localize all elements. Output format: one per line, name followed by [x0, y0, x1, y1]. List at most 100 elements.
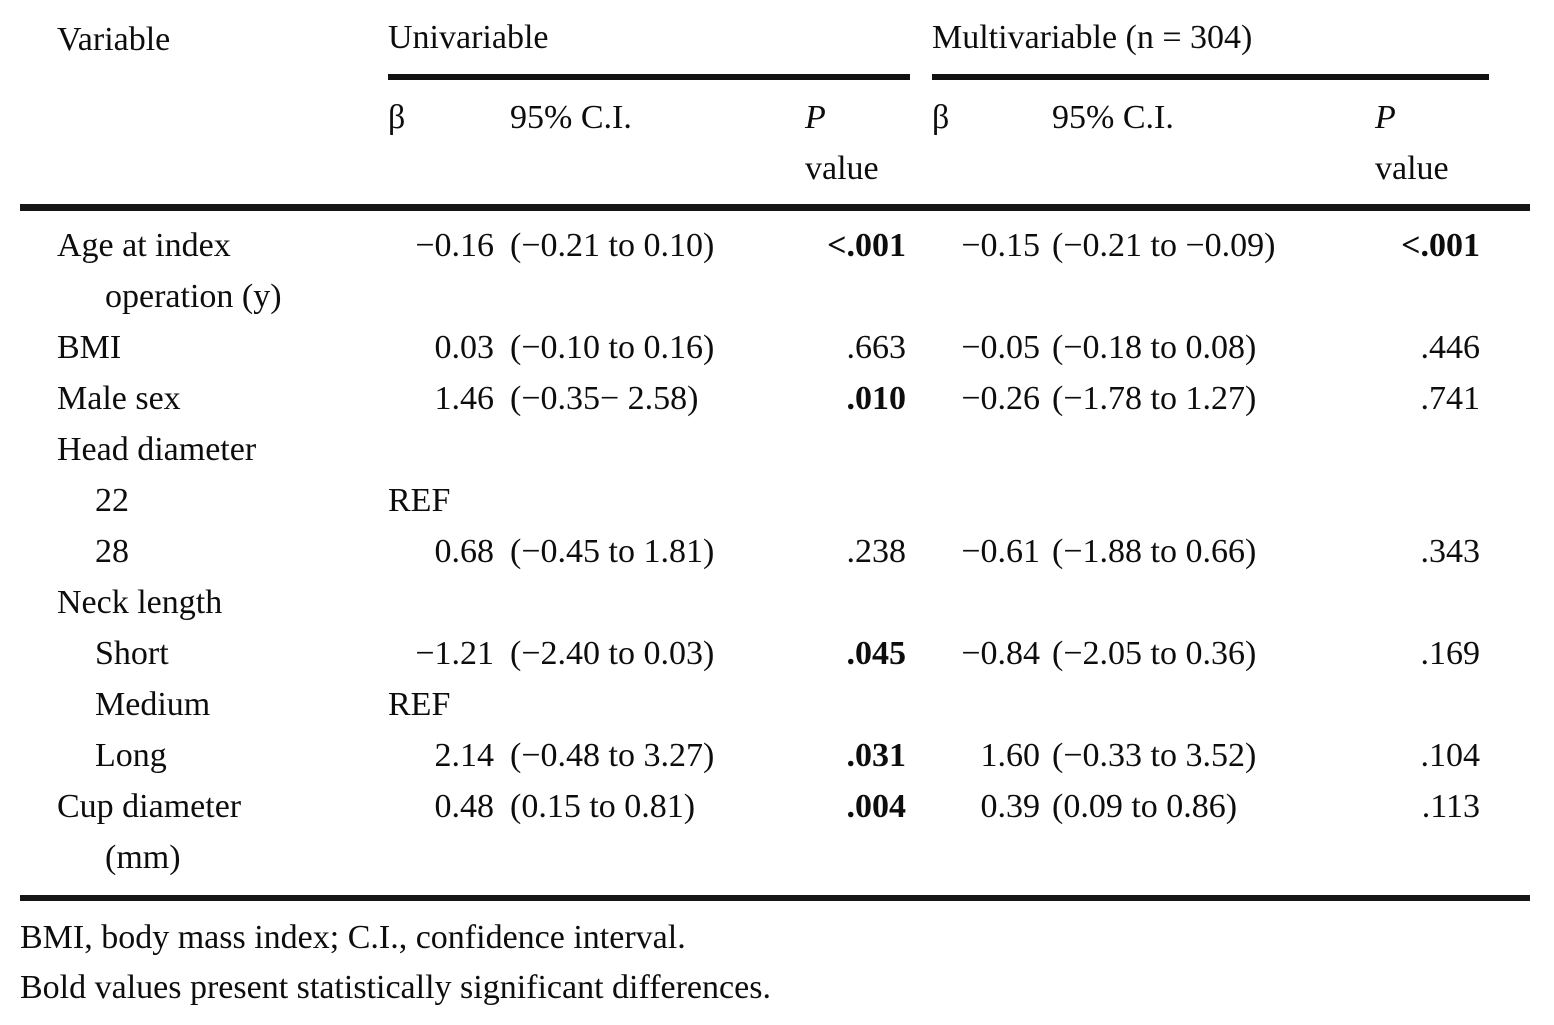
cell-multi-ci: [1052, 679, 1375, 730]
table-footnotes: BMI, body mass index; C.I., confidence i…: [20, 901, 1530, 1013]
cell-multi-pvalue: .104: [1420, 737, 1481, 774]
column-header-uni-beta: β: [388, 99, 406, 136]
cell-multi-pvalue: [1375, 475, 1489, 526]
cell-uni-pvalue: [805, 577, 910, 628]
cell-multi-pvalue: .741: [1420, 380, 1481, 417]
cell-uni-ci: (−2.40 to 0.03): [510, 635, 715, 672]
cell-uni-pvalue: .238: [846, 533, 907, 570]
cell-multi-beta: −0.61: [961, 533, 1040, 570]
cell-multi-pvalue: [1375, 679, 1489, 730]
table-row: Head diameter: [20, 424, 1530, 475]
cell-uni-ci: (−0.35− 2.58): [510, 380, 699, 417]
cell-multi-pvalue: [1375, 424, 1489, 475]
cell-multi-ci: (−2.05 to 0.36): [1052, 635, 1257, 672]
cell-multi-beta: −0.05: [961, 329, 1040, 366]
cell-multi-ci: [1052, 475, 1375, 526]
cell-multi-pvalue: <.001: [1401, 227, 1480, 264]
cell-uni-pvalue: .031: [846, 737, 907, 774]
cell-variable-label: Cup diameter (mm): [57, 788, 242, 876]
cell-variable-label: Neck length: [57, 584, 223, 621]
cell-uni-ci: [510, 424, 805, 475]
cell-multi-ci: (−0.21 to −0.09): [1052, 227, 1276, 264]
cell-multi-pvalue: [1375, 577, 1489, 628]
column-header-multi-ci: 95% C.I.: [1052, 99, 1174, 136]
cell-uni-beta: REF: [388, 686, 451, 723]
column-header-variable: Variable: [57, 21, 171, 58]
cell-uni-beta: 0.68: [434, 533, 495, 570]
cell-multi-ci: [1052, 577, 1375, 628]
cell-uni-ci: (−0.21 to 0.10): [510, 227, 715, 264]
cell-multi-beta: [910, 424, 1052, 475]
cell-uni-beta: −1.21: [415, 635, 494, 672]
cell-uni-pvalue: [805, 475, 910, 526]
table-row: Male sex 1.46 (−0.35− 2.58) .010 −0.26 (…: [20, 373, 1530, 424]
cell-multi-pvalue: .169: [1420, 635, 1481, 672]
cell-multi-beta: −0.84: [961, 635, 1040, 672]
p-label-top: P: [805, 99, 826, 136]
table-row: Cup diameter (mm) 0.48 (0.15 to 0.81) .00…: [20, 781, 1530, 883]
cell-uni-beta: 2.14: [434, 737, 495, 774]
cell-variable-label: Male sex: [57, 380, 181, 417]
cell-uni-pvalue: [805, 424, 910, 475]
column-header-uni-pvalue: P value: [805, 92, 910, 194]
column-header-multi-beta: β: [932, 99, 950, 136]
cell-uni-beta: [388, 424, 510, 475]
table-row: 28 0.68 (−0.45 to 1.81) .238 −0.61 (−1.8…: [20, 526, 1530, 577]
cell-multi-pvalue: .343: [1420, 533, 1481, 570]
cell-multi-ci: (−0.18 to 0.08): [1052, 329, 1257, 366]
cell-multi-beta: [910, 577, 1052, 628]
table-body: Age at index operation (y) −0.16 (−0.21 t…: [20, 211, 1530, 883]
cell-multi-ci: [1052, 424, 1375, 475]
table-row: Neck length: [20, 577, 1530, 628]
cell-uni-ci: (−0.10 to 0.16): [510, 329, 715, 366]
table-row: Age at index operation (y) −0.16 (−0.21 t…: [20, 220, 1530, 322]
cell-variable-label: 22: [95, 482, 129, 519]
cell-multi-ci: (−1.88 to 0.66): [1052, 533, 1257, 570]
cell-multi-beta: −0.26: [961, 380, 1040, 417]
cell-variable-label: Age at index operation (y): [57, 227, 282, 315]
p-label-top: P: [1375, 99, 1396, 136]
cell-uni-pvalue: <.001: [827, 227, 906, 264]
cell-uni-beta: 0.03: [434, 329, 495, 366]
cell-multi-beta: −0.15: [961, 227, 1040, 264]
cell-uni-ci: (−0.45 to 1.81): [510, 533, 715, 570]
cell-multi-beta: [910, 679, 1052, 730]
cell-uni-pvalue: .004: [846, 788, 907, 825]
cell-variable-label: 28: [95, 533, 129, 570]
table-row: Short −1.21 (−2.40 to 0.03) .045 −0.84 (…: [20, 628, 1530, 679]
cell-uni-pvalue: .010: [846, 380, 907, 417]
cell-variable-label: Medium: [95, 686, 211, 723]
cell-uni-ci: [510, 475, 805, 526]
cell-uni-beta: 1.46: [434, 380, 495, 417]
cell-multi-pvalue: .113: [1421, 788, 1480, 825]
cell-uni-ci: [510, 577, 805, 628]
footnote-abbreviations: BMI, body mass index; C.I., confidence i…: [20, 919, 686, 956]
table-row: Medium REF: [20, 679, 1530, 730]
table-group-header-row: Variable Univariable Multivariable (n = …: [20, 10, 1530, 80]
cell-multi-beta: [910, 475, 1052, 526]
group-header-multivariable: Multivariable (n = 304): [910, 10, 1489, 80]
cell-uni-pvalue: .663: [846, 329, 907, 366]
footnote-bold-note: Bold values present statistically signif…: [20, 969, 771, 1006]
cell-multi-ci: (0.09 to 0.86): [1052, 788, 1238, 825]
cell-uni-beta: −0.16: [415, 227, 494, 264]
cell-multi-pvalue: .446: [1420, 329, 1481, 366]
cell-variable-label: Short: [95, 635, 169, 672]
table-row: Long 2.14 (−0.48 to 3.27) .031 1.60 (−0.…: [20, 730, 1530, 781]
cell-variable-label: Long: [95, 737, 167, 774]
footer-divider-rule: [20, 895, 1530, 901]
column-header-multi-pvalue: P value: [1375, 92, 1489, 194]
cell-uni-beta: 0.48: [434, 788, 495, 825]
cell-variable-label: BMI: [57, 329, 122, 366]
table-subheader-row: β 95% C.I. P value β 95% C.I. P value: [20, 80, 1530, 194]
cell-uni-ci: (−0.48 to 3.27): [510, 737, 715, 774]
cell-variable-label: Head diameter: [57, 431, 257, 468]
group-header-multivariable-label: Multivariable (n = 304): [932, 10, 1489, 80]
group-header-univariable: Univariable: [388, 10, 910, 80]
cell-uni-ci: (0.15 to 0.81): [510, 788, 696, 825]
subheader-spacer: [20, 92, 388, 194]
table-row: 22 REF: [20, 475, 1530, 526]
cell-uni-beta: [388, 577, 510, 628]
cell-multi-beta: 0.39: [980, 788, 1041, 825]
cell-uni-beta: REF: [388, 482, 451, 519]
